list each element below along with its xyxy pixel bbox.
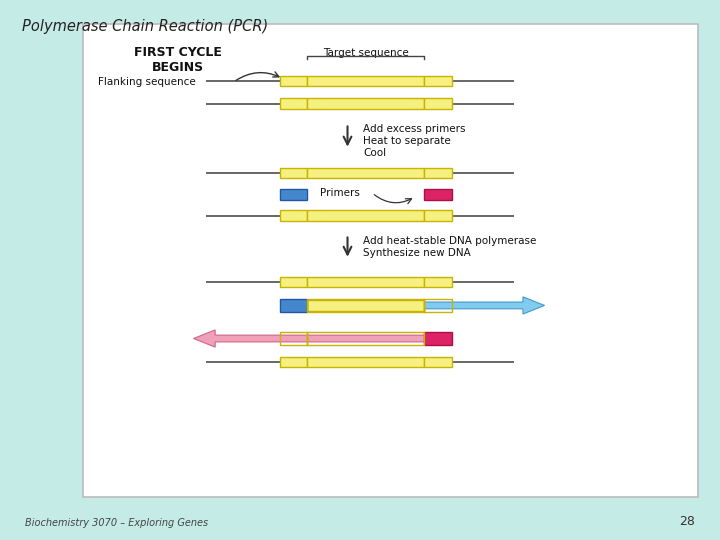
Text: Polymerase Chain Reaction (PCR): Polymerase Chain Reaction (PCR): [22, 19, 268, 34]
Bar: [307, 168, 425, 178]
Bar: [307, 332, 425, 345]
Bar: [280, 168, 307, 178]
Text: 28: 28: [679, 515, 695, 528]
Text: Primers: Primers: [320, 188, 360, 198]
Bar: [425, 299, 452, 312]
Bar: [307, 276, 425, 287]
Bar: [307, 76, 425, 86]
Text: Biochemistry 3070 – Exploring Genes: Biochemistry 3070 – Exploring Genes: [25, 518, 208, 528]
Polygon shape: [194, 330, 452, 347]
Bar: [307, 98, 425, 109]
Bar: [307, 300, 425, 310]
Bar: [280, 332, 307, 345]
Bar: [280, 357, 307, 367]
Bar: [280, 98, 307, 109]
Bar: [425, 76, 452, 86]
Bar: [425, 276, 452, 287]
Bar: [307, 357, 425, 367]
Bar: [280, 76, 307, 86]
Bar: [425, 332, 452, 345]
Polygon shape: [307, 297, 544, 314]
Text: Add heat-stable DNA polymerase
Synthesize new DNA: Add heat-stable DNA polymerase Synthesiz…: [363, 236, 536, 258]
Bar: [425, 357, 452, 367]
Bar: [307, 211, 425, 221]
Bar: [280, 188, 307, 200]
Bar: [425, 211, 452, 221]
Bar: [280, 299, 307, 312]
Bar: [307, 299, 425, 312]
Text: Flanking sequence: Flanking sequence: [98, 77, 196, 87]
Text: Target sequence: Target sequence: [323, 48, 409, 58]
Bar: [280, 211, 307, 221]
Bar: [425, 98, 452, 109]
Text: FIRST CYCLE
BEGINS: FIRST CYCLE BEGINS: [135, 45, 222, 73]
Bar: [425, 168, 452, 178]
Bar: [425, 188, 452, 200]
Bar: [280, 276, 307, 287]
Text: Add excess primers
Heat to separate
Cool: Add excess primers Heat to separate Cool: [363, 125, 465, 158]
